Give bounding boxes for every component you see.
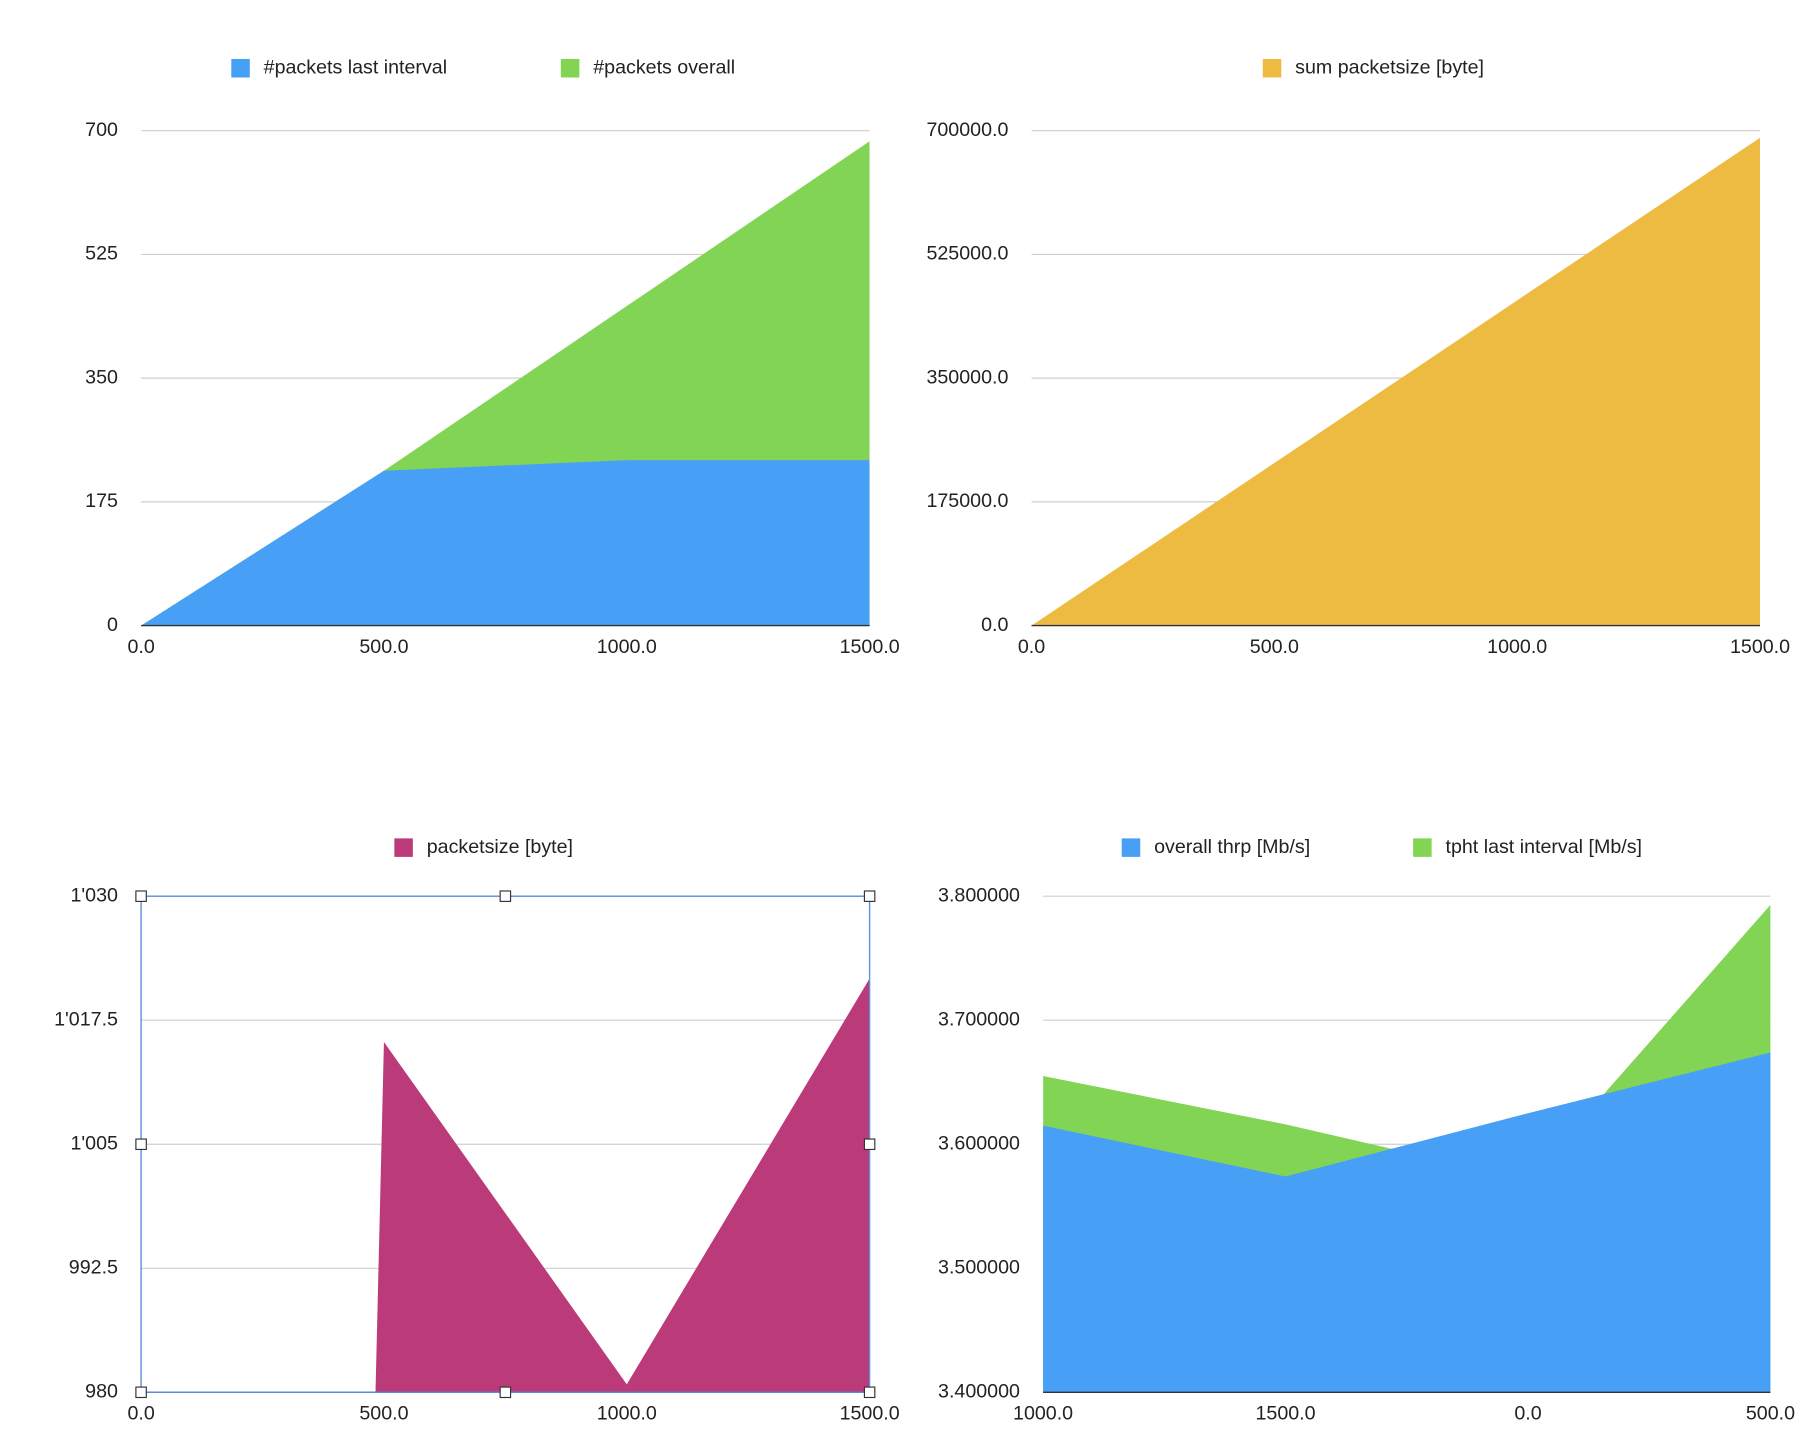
selection-handle — [135, 1138, 147, 1151]
legend-label: tpht last interval [Mb/s] — [1446, 836, 1642, 858]
legend-label: #packets last interval — [264, 56, 447, 78]
y-tick-label: 3.800000 — [938, 884, 1020, 906]
selection-handle — [499, 1386, 512, 1399]
area — [1043, 1052, 1771, 1393]
y-tick-label: 0.0 — [981, 614, 1008, 636]
selection-handle — [863, 890, 876, 902]
chart: 3.400000 3.500000 3.600000 3.700000 3.800000… — [938, 836, 1795, 1425]
x-tick-label: 1000.0 — [1013, 1402, 1073, 1424]
y-tick-label: 700 — [85, 119, 118, 141]
legend-swatch — [231, 58, 250, 78]
y-tick-label: 3.400000 — [938, 1380, 1020, 1402]
x-tick-label: 1500.0 — [840, 1402, 900, 1424]
y-tick-label: 350 — [85, 366, 118, 388]
y-tick-label: 175000.0 — [926, 490, 1008, 512]
y-tick-label: 700000.0 — [926, 119, 1008, 141]
legend-swatch — [1121, 838, 1141, 857]
legend-label: overall thrp [Mb/s] — [1154, 836, 1310, 858]
x-tick-label: 0.0 — [1514, 1402, 1541, 1424]
legend-label: packetsize [byte] — [427, 836, 573, 858]
legend-swatch — [1262, 58, 1282, 78]
legend-swatch — [560, 58, 580, 78]
legend-label: sum packetsize [byte] — [1295, 56, 1484, 78]
area — [141, 978, 870, 1393]
x-tick-label: 1000.0 — [597, 1402, 657, 1424]
y-tick-label: 525000.0 — [926, 243, 1008, 265]
y-tick-label: 350000.0 — [926, 366, 1008, 388]
x-tick-label: 1500.0 — [840, 636, 900, 658]
area — [1031, 137, 1761, 626]
plot-area — [141, 141, 870, 626]
x-tick-label: 1500.0 — [1730, 636, 1790, 658]
y-tick-label: 3.700000 — [938, 1008, 1020, 1030]
y-tick-label: 3.600000 — [938, 1132, 1020, 1154]
x-tick-label: 0.0 — [127, 1402, 154, 1424]
y-tick-label: 980 — [85, 1380, 118, 1402]
chart: 0 175 350 525 700 0.0 500.0 1000.0 1500.0 #packet… — [85, 56, 900, 657]
selection-handle — [863, 1386, 876, 1399]
y-tick-label: 992.5 — [69, 1256, 118, 1278]
y-tick-label: 1'030 — [71, 884, 119, 906]
y-tick-label: 525 — [85, 243, 118, 265]
selection-handle — [863, 1138, 876, 1151]
x-tick-label: 1000.0 — [597, 636, 657, 658]
chart: 0.0 175000.0 350000.0 525000.0 700000.0 0.0 50… — [926, 56, 1790, 657]
x-tick-label: 500.0 — [1250, 636, 1299, 658]
y-tick-label: 1'005 — [71, 1132, 119, 1154]
legend-swatch — [394, 838, 413, 857]
y-tick-label: 1'017.5 — [54, 1008, 118, 1030]
y-tick-label: 175 — [85, 490, 118, 512]
selection-handle — [135, 890, 147, 902]
selection-handle — [499, 890, 512, 902]
x-tick-label: 1500.0 — [1255, 1402, 1315, 1424]
x-tick-label: 1000.0 — [1487, 636, 1547, 658]
selection-handle — [135, 1386, 147, 1399]
legend-swatch — [1413, 838, 1432, 857]
plot-area — [141, 978, 870, 1393]
x-tick-label: 500.0 — [359, 636, 408, 658]
chart: 980 992.5 1'005 1'017.5 1'030 0.0 500.0 1000.0 1… — [54, 836, 900, 1425]
y-tick-label: 0 — [107, 614, 118, 636]
x-tick-label: 0.0 — [127, 636, 154, 658]
plot-area — [1031, 137, 1761, 626]
x-tick-label: 0.0 — [1018, 636, 1045, 658]
legend-label: #packets overall — [593, 56, 735, 78]
x-tick-label: 500.0 — [1746, 1402, 1795, 1424]
y-tick-label: 3.500000 — [938, 1256, 1020, 1278]
x-tick-label: 500.0 — [359, 1402, 408, 1424]
plot-area — [1043, 904, 1771, 1393]
area — [141, 460, 870, 626]
